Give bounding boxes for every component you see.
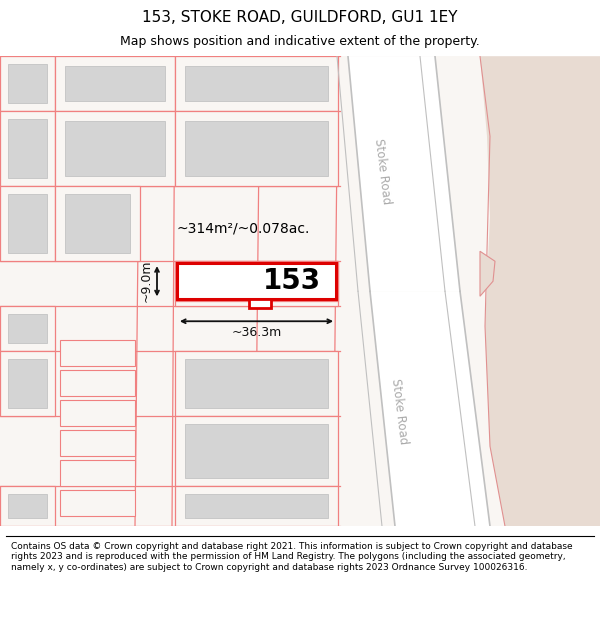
Bar bbox=[0, 486, 55, 526]
Bar bbox=[60, 490, 135, 516]
Bar bbox=[185, 121, 328, 176]
Text: ~36.3m: ~36.3m bbox=[232, 326, 281, 339]
Text: Stoke Road: Stoke Road bbox=[389, 378, 410, 445]
Text: 153: 153 bbox=[262, 268, 320, 295]
Bar bbox=[8, 194, 47, 253]
Text: 153, STOKE ROAD, GUILDFORD, GU1 1EY: 153, STOKE ROAD, GUILDFORD, GU1 1EY bbox=[142, 10, 458, 25]
Bar bbox=[8, 359, 47, 408]
Bar bbox=[60, 340, 135, 366]
Bar bbox=[175, 351, 338, 416]
Bar bbox=[60, 460, 135, 486]
Bar bbox=[65, 66, 165, 101]
Bar bbox=[185, 66, 328, 101]
Bar bbox=[0, 306, 55, 351]
Bar bbox=[175, 261, 338, 301]
Bar bbox=[175, 111, 338, 186]
Text: Stoke Road: Stoke Road bbox=[373, 138, 394, 205]
Bar bbox=[0, 111, 55, 186]
Bar bbox=[65, 121, 165, 176]
Bar bbox=[175, 56, 338, 111]
Bar bbox=[185, 494, 328, 518]
Polygon shape bbox=[480, 251, 495, 296]
Polygon shape bbox=[348, 56, 460, 291]
Bar bbox=[0, 56, 55, 111]
Bar bbox=[175, 261, 338, 306]
Bar bbox=[60, 430, 135, 456]
Bar bbox=[60, 400, 135, 426]
Text: ~9.0m: ~9.0m bbox=[140, 260, 153, 302]
Text: Contains OS data © Crown copyright and database right 2021. This information is : Contains OS data © Crown copyright and d… bbox=[11, 542, 572, 571]
Bar bbox=[8, 64, 47, 103]
Polygon shape bbox=[480, 56, 600, 526]
Bar bbox=[8, 314, 47, 343]
Text: ~314m²/~0.078ac.: ~314m²/~0.078ac. bbox=[177, 221, 310, 235]
Bar bbox=[175, 486, 338, 526]
Bar bbox=[55, 111, 175, 186]
Bar bbox=[175, 416, 338, 486]
Bar bbox=[248, 299, 271, 308]
Bar bbox=[8, 494, 47, 518]
Bar bbox=[55, 186, 140, 261]
Bar bbox=[177, 263, 336, 299]
Bar bbox=[0, 186, 55, 261]
Bar bbox=[60, 370, 135, 396]
Bar bbox=[8, 119, 47, 178]
Bar bbox=[65, 194, 130, 253]
Text: Map shows position and indicative extent of the property.: Map shows position and indicative extent… bbox=[120, 35, 480, 48]
Polygon shape bbox=[370, 291, 490, 526]
Bar bbox=[185, 424, 328, 478]
Bar bbox=[0, 351, 55, 416]
Bar bbox=[55, 56, 175, 111]
Bar bbox=[185, 359, 328, 408]
